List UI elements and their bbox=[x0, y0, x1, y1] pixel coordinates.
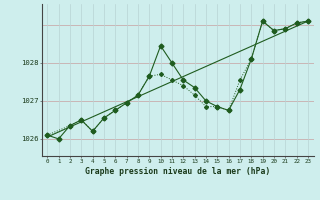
X-axis label: Graphe pression niveau de la mer (hPa): Graphe pression niveau de la mer (hPa) bbox=[85, 167, 270, 176]
